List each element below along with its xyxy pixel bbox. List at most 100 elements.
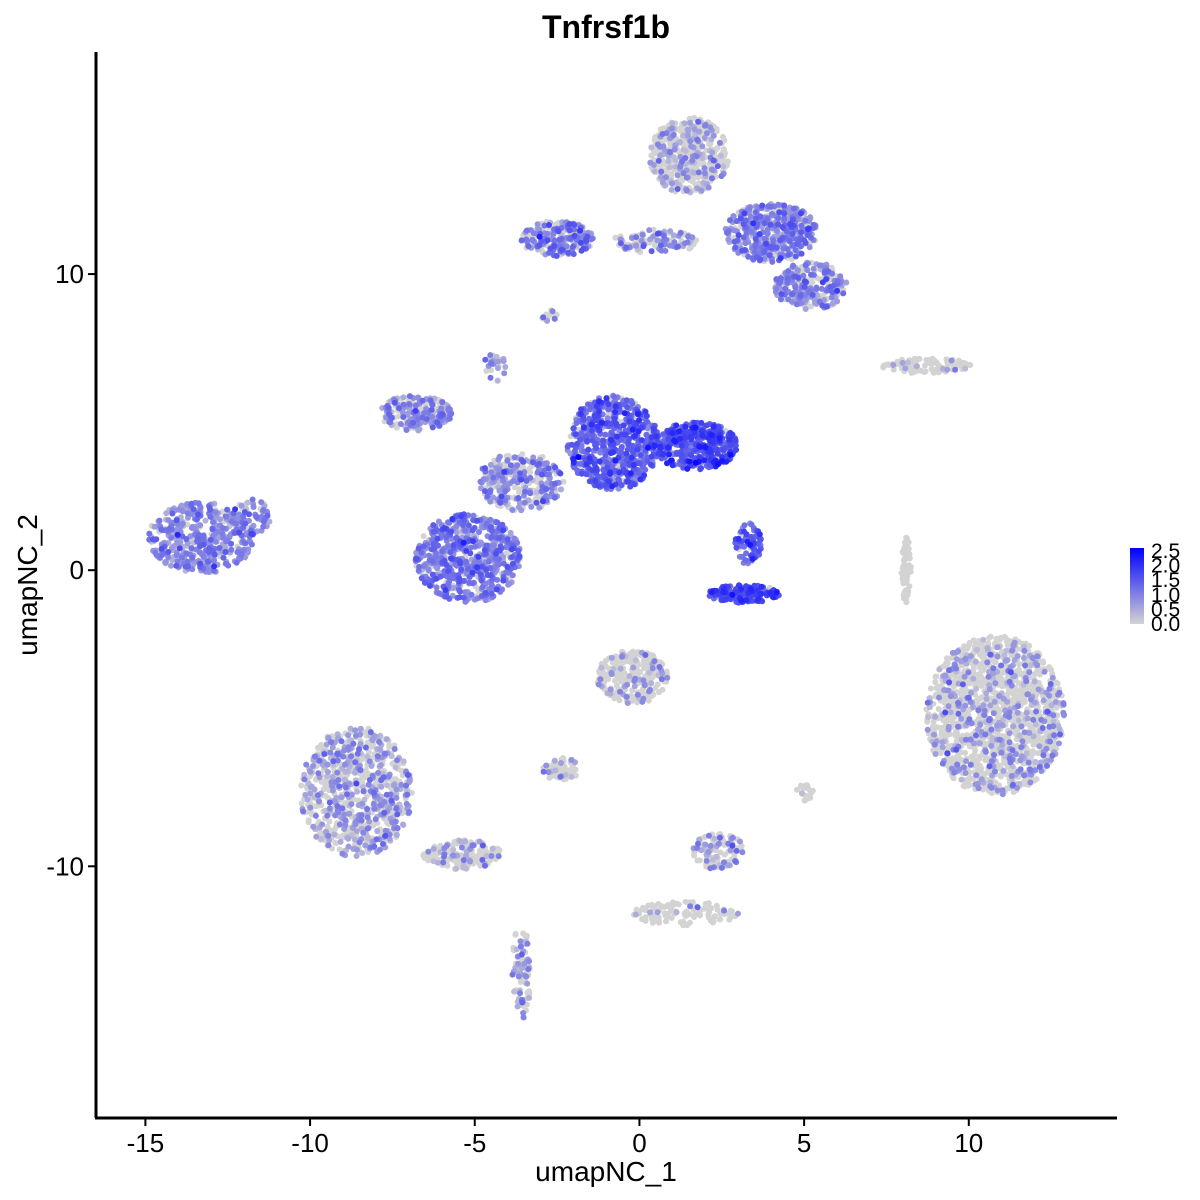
scatter-point (1010, 642, 1017, 649)
scatter-point (880, 363, 887, 370)
scatter-point (900, 592, 907, 598)
scatter-point (652, 684, 659, 691)
scatter-point (894, 358, 901, 365)
scatter-point (720, 163, 727, 170)
scatter-point (913, 363, 920, 370)
scatter-point (947, 709, 954, 716)
scatter-point (305, 819, 312, 826)
scatter-point (669, 120, 676, 127)
scatter-point (903, 599, 910, 606)
scatter-point (719, 133, 726, 140)
scatter-point (500, 358, 507, 365)
scatter-point (890, 362, 897, 368)
scatter-point (986, 635, 992, 641)
scatter-point (991, 659, 998, 666)
scatter-point (993, 635, 1000, 642)
scatter-point (925, 714, 931, 720)
scatter-point (1040, 697, 1047, 704)
scatter-point (337, 838, 344, 845)
scatter-point (487, 461, 494, 468)
scatter-point (163, 510, 170, 517)
scatter-point (1026, 721, 1033, 728)
scatter-point (686, 919, 693, 926)
scatter-point (352, 727, 359, 734)
scatter-point (684, 126, 691, 133)
scatter-point (1034, 662, 1041, 669)
scatter-point (702, 841, 709, 848)
scatter-point (524, 980, 531, 987)
scatter-point (430, 845, 437, 852)
scatter-point (711, 835, 718, 842)
scatter-point (641, 906, 647, 913)
scatter-point (369, 737, 376, 744)
scatter-point (392, 764, 399, 771)
scatter-point (947, 693, 954, 700)
scatter-point (933, 673, 940, 680)
scatter-point (1020, 655, 1027, 661)
scatter-point (980, 636, 987, 643)
scatter-point (930, 718, 937, 725)
scatter-point (717, 152, 724, 159)
scatter-point (1003, 638, 1010, 645)
scatter-point (669, 180, 675, 187)
scatter-point (807, 303, 814, 310)
scatter-point (535, 494, 542, 501)
scatter-point (961, 783, 968, 790)
scatter-point (801, 797, 808, 804)
scatter-point (973, 697, 980, 704)
scatter-point (456, 837, 463, 844)
scatter-point (713, 853, 720, 860)
scatter-point (945, 726, 952, 733)
scatter-point (362, 842, 369, 849)
scatter-point (924, 726, 931, 733)
chart-title: Tnfrsf1b (542, 9, 670, 45)
scatter-point (958, 361, 965, 368)
scatter-point (668, 186, 675, 193)
scatter-point (681, 120, 688, 127)
scatter-point (679, 176, 685, 183)
scatter-point (1024, 715, 1031, 722)
scatter-point (651, 150, 658, 157)
scatter-point (453, 865, 460, 872)
scatter-point (359, 850, 366, 856)
scatter-point (298, 800, 305, 807)
scatter-point (674, 172, 681, 179)
scatter-point (944, 366, 951, 373)
scatter-point (976, 755, 983, 762)
scatter-point (1056, 740, 1062, 747)
scatter-point (560, 478, 567, 485)
scatter-point (512, 930, 519, 937)
scatter-point (992, 680, 999, 687)
scatter-point (633, 242, 639, 249)
scatter-point (978, 682, 985, 689)
scatter-point (979, 653, 985, 660)
scatter-point (630, 664, 637, 671)
scatter-point (958, 776, 965, 783)
scatter-point (917, 367, 924, 374)
scatter-point (1010, 723, 1017, 730)
scatter-point (902, 365, 909, 372)
scatter-point (1001, 758, 1008, 765)
scatter-point (329, 744, 336, 751)
scatter-point (962, 365, 969, 372)
scatter-point (834, 298, 841, 305)
scatter-point (649, 919, 656, 926)
scatter-point (1034, 668, 1041, 675)
scatter-point (662, 912, 669, 919)
scatter-point (647, 159, 654, 166)
scatter-point (680, 146, 687, 153)
scatter-point (651, 168, 658, 175)
scatter-point (899, 359, 906, 366)
scatter-point (986, 686, 993, 693)
scatter-point (950, 683, 957, 690)
scatter-point (651, 242, 658, 249)
scatter-point (598, 664, 605, 671)
scatter-point (885, 361, 892, 368)
scatter-point (999, 722, 1006, 729)
scatter-point (307, 790, 314, 797)
scatter-point (667, 228, 674, 235)
scatter-point (384, 782, 391, 789)
scatter-point (238, 502, 245, 509)
scatter-point (1031, 678, 1038, 685)
scatter-point (310, 823, 317, 830)
